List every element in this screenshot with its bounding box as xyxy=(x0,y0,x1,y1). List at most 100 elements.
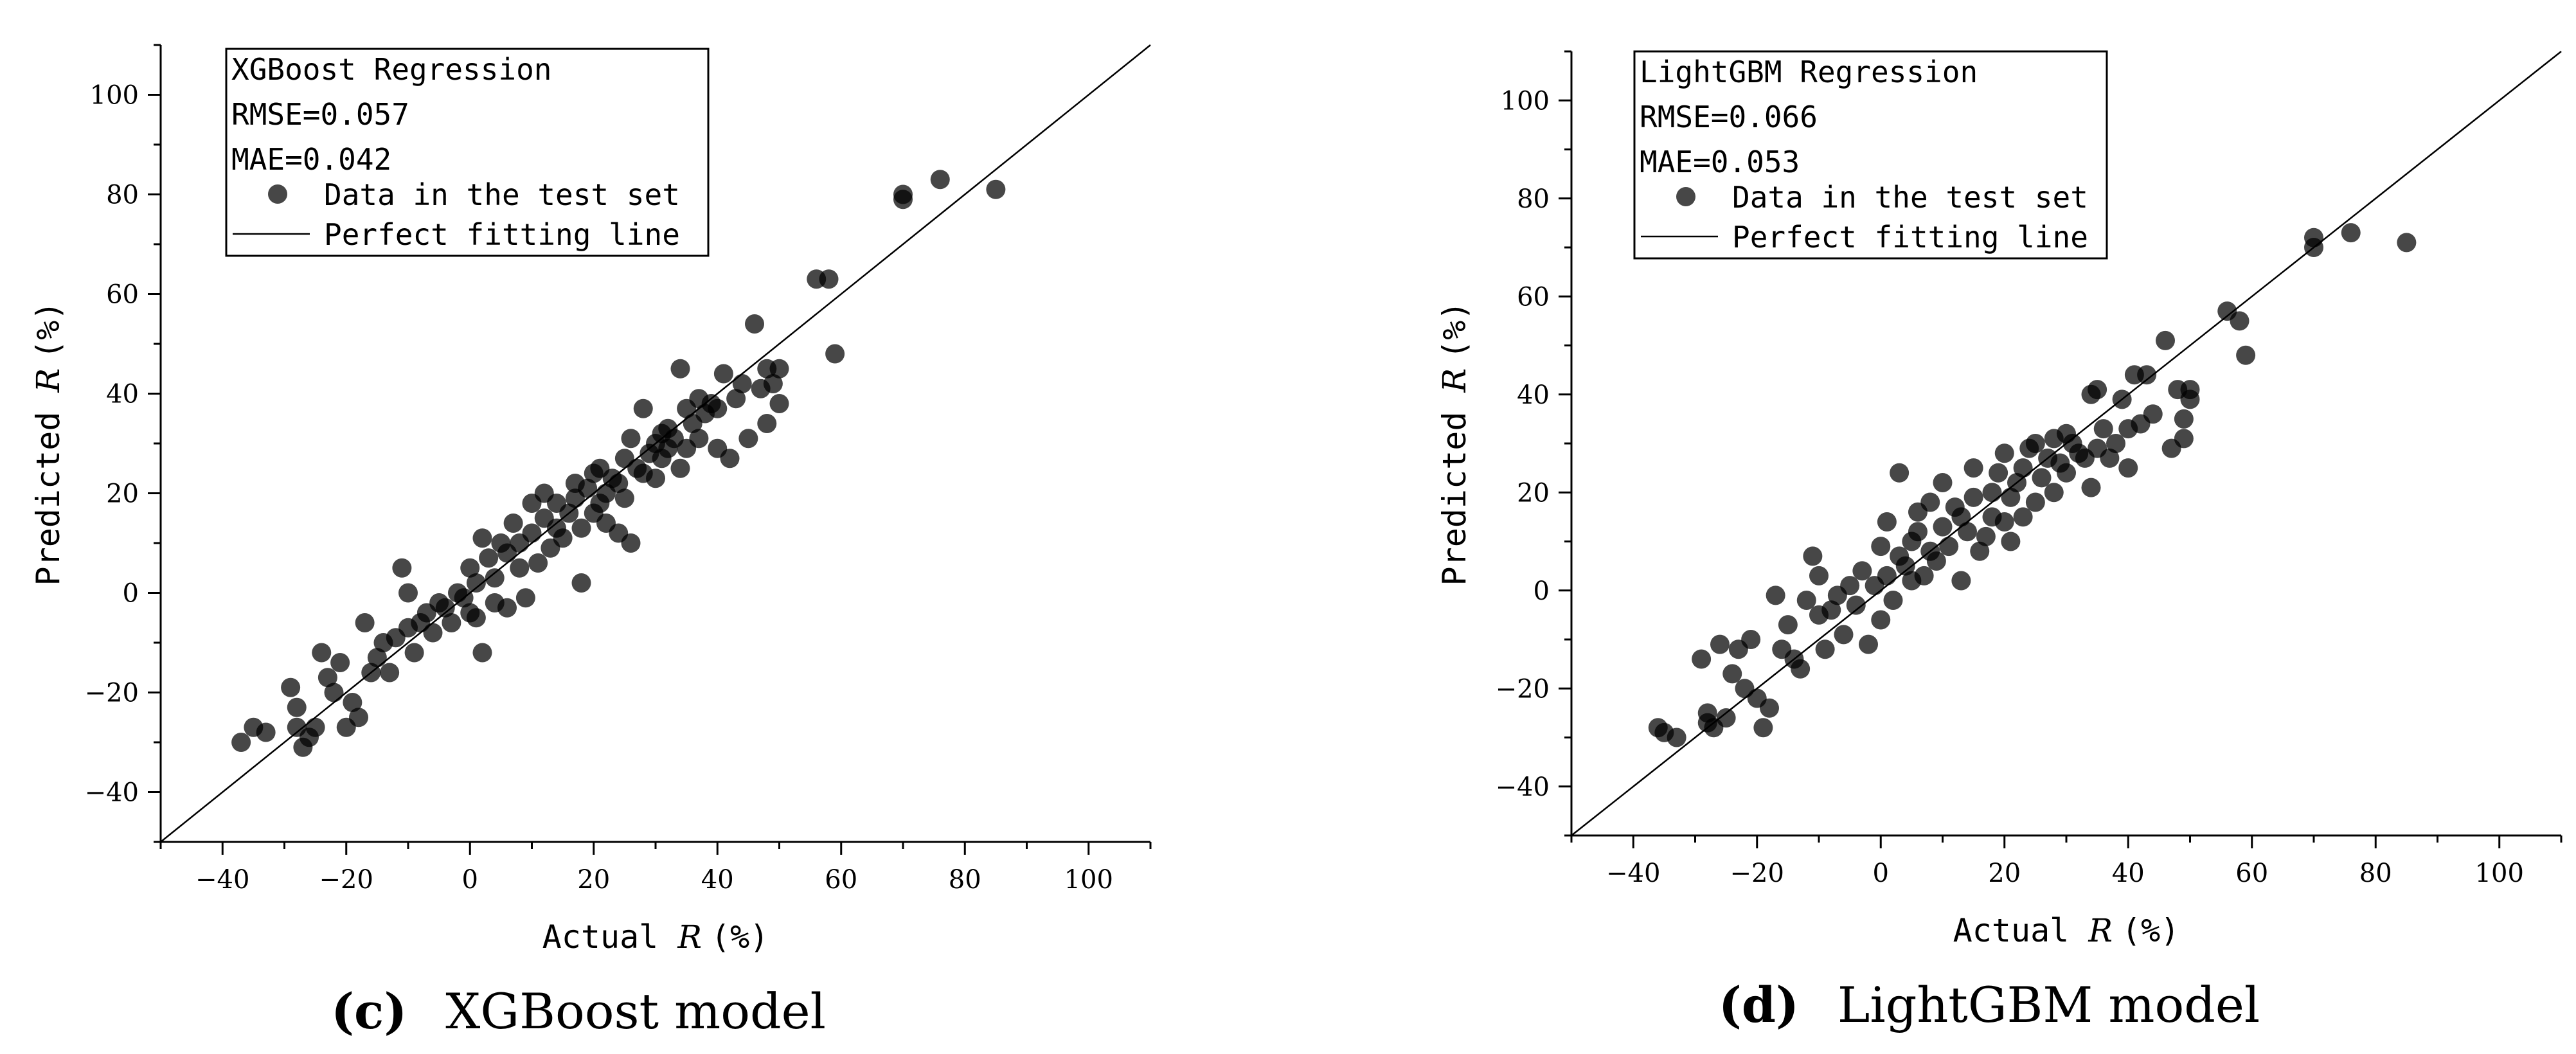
data-point xyxy=(522,523,542,543)
data-point xyxy=(1920,492,1940,512)
data-point xyxy=(614,488,634,508)
data-point xyxy=(2156,330,2175,350)
x-tick-label: 100 xyxy=(2475,859,2524,888)
y-axis-title-prefix: Predicted xyxy=(1436,392,1473,585)
y-axis-title: Predicted R (%) xyxy=(30,301,67,586)
data-point xyxy=(1803,546,1823,566)
data-point xyxy=(398,583,418,603)
x-axis-title: Actual R (%) xyxy=(1953,912,2180,949)
data-point xyxy=(2174,409,2194,429)
data-point xyxy=(1951,571,1971,591)
y-axis-title-unit: (%) xyxy=(1436,301,1473,359)
data-point xyxy=(757,414,777,433)
data-point xyxy=(1778,615,1798,635)
data-point xyxy=(454,588,474,608)
data-point xyxy=(745,314,764,334)
data-point xyxy=(1692,649,1712,669)
data-point xyxy=(312,643,332,663)
data-point xyxy=(763,374,783,393)
data-point xyxy=(708,398,728,418)
panel-caption-letter: (d) xyxy=(1719,976,1799,1033)
data-point xyxy=(571,573,591,593)
data-point xyxy=(819,269,839,289)
data-point xyxy=(1994,512,2014,531)
y-axis-title-var: R xyxy=(1436,368,1473,393)
data-point xyxy=(1976,526,1996,546)
x-axis-title-unit: (%) xyxy=(711,918,769,956)
data-point xyxy=(2001,531,2021,551)
data-point xyxy=(2112,389,2132,409)
data-point xyxy=(1716,708,1736,728)
data-point xyxy=(485,568,505,588)
data-point xyxy=(472,528,492,548)
panel-caption-text: XGBoost model xyxy=(445,983,826,1040)
data-point xyxy=(1933,473,1953,492)
data-point xyxy=(1963,458,1983,478)
data-point xyxy=(528,553,548,573)
data-point xyxy=(621,429,641,449)
y-tick-label: 0 xyxy=(1534,576,1550,606)
legend-line-label: Perfect fitting line xyxy=(324,217,680,252)
legend-line-label: Perfect fitting line xyxy=(1732,220,2088,255)
legend-points-label: Data in the test set xyxy=(324,177,680,212)
legend-mae: MAE=0.053 xyxy=(1640,145,1800,179)
x-tick-label: 20 xyxy=(577,865,610,895)
legend-point-marker xyxy=(268,184,287,204)
data-point xyxy=(442,613,461,632)
x-tick-label: −40 xyxy=(195,865,249,895)
x-tick-label: 60 xyxy=(825,865,857,895)
data-point xyxy=(1890,463,1910,483)
legend-box xyxy=(225,48,710,257)
data-point xyxy=(571,518,591,538)
legend-box xyxy=(1633,50,2108,260)
x-axis-title-prefix: Actual xyxy=(542,918,678,956)
data-point xyxy=(479,548,499,568)
x-tick-label: −20 xyxy=(319,865,373,895)
data-point xyxy=(769,394,789,413)
data-point xyxy=(466,608,486,628)
x-tick-label: 0 xyxy=(462,865,478,895)
legend-rmse: RMSE=0.066 xyxy=(1640,100,1818,134)
data-point xyxy=(1760,698,1779,718)
data-point xyxy=(1809,566,1829,585)
data-point xyxy=(2032,468,2052,488)
legend-point-marker xyxy=(1676,187,1695,206)
data-point xyxy=(1926,551,1946,571)
data-point xyxy=(2137,365,2157,385)
data-point xyxy=(2013,458,2033,478)
data-point xyxy=(670,359,690,379)
data-point xyxy=(1939,537,1959,557)
x-tick-label: −20 xyxy=(1730,859,1784,888)
data-point xyxy=(349,708,368,728)
y-tick-label: 80 xyxy=(1517,184,1550,214)
data-point xyxy=(1982,483,2002,503)
data-point xyxy=(2341,223,2361,243)
data-point xyxy=(1791,659,1811,679)
data-point xyxy=(497,598,517,618)
data-point xyxy=(689,429,709,449)
x-axis-title-var: R xyxy=(677,918,702,956)
data-point xyxy=(472,643,492,663)
data-point xyxy=(2174,429,2194,449)
data-point xyxy=(2013,507,2033,527)
y-tick-label: −20 xyxy=(1496,674,1550,704)
data-point xyxy=(1741,630,1761,649)
data-point xyxy=(318,668,337,688)
data-point xyxy=(578,478,598,498)
x-axis-title: Actual R (%) xyxy=(542,918,769,956)
data-point xyxy=(380,663,400,683)
data-point xyxy=(2118,458,2138,478)
x-tick-label: 20 xyxy=(1988,859,2021,888)
data-point xyxy=(1834,625,1854,645)
y-tick-label: 20 xyxy=(106,479,139,509)
data-point xyxy=(1958,522,1977,542)
data-point xyxy=(1796,591,1816,610)
y-tick-label: −40 xyxy=(85,778,139,808)
data-point xyxy=(1877,566,1897,585)
data-point xyxy=(343,693,362,712)
data-point xyxy=(460,558,480,578)
panel-caption: (d) LightGBM model xyxy=(1719,976,2260,1033)
x-axis-title-unit: (%) xyxy=(2122,912,2179,949)
data-point xyxy=(1667,728,1686,747)
data-point xyxy=(559,503,579,523)
